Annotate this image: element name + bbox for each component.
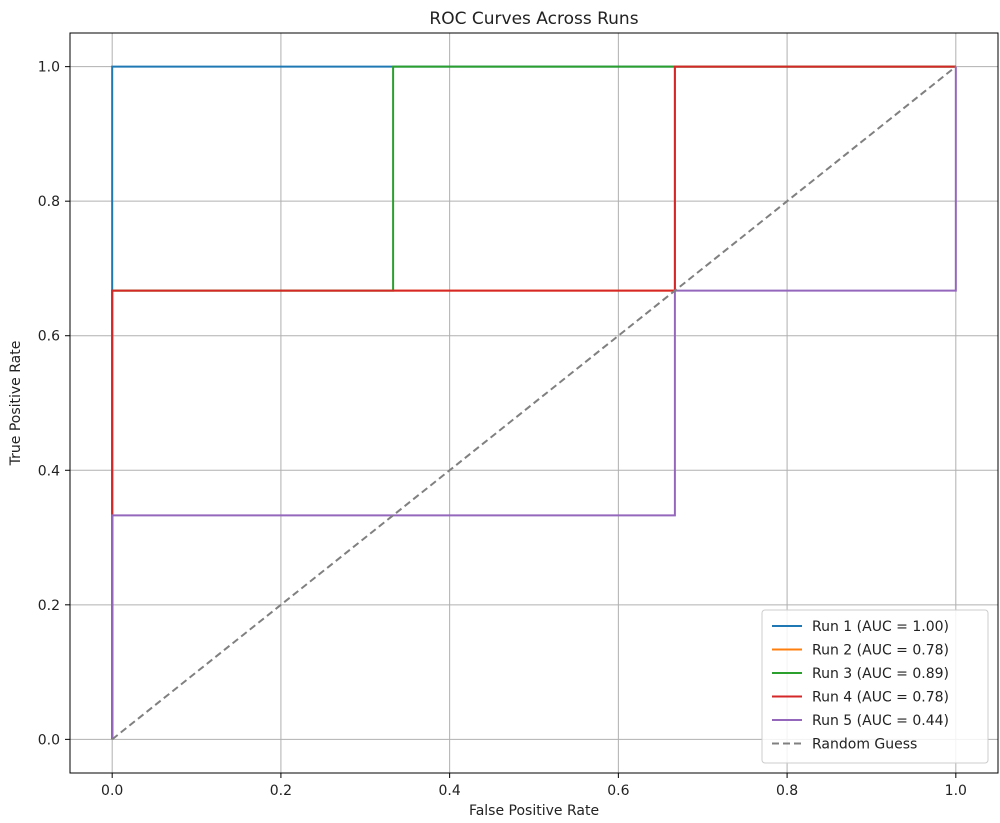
x-axis-label: False Positive Rate bbox=[469, 803, 599, 819]
y-tick-label: 0.2 bbox=[38, 598, 60, 614]
series-line-5 bbox=[111, 66, 957, 740]
series-lines bbox=[111, 65, 957, 741]
x-tick-label: 0.4 bbox=[439, 783, 461, 799]
y-tick-label: 0.4 bbox=[38, 463, 60, 479]
x-tick-label: 0.0 bbox=[101, 783, 123, 799]
legend-label: Run 5 (AUC = 0.44) bbox=[812, 713, 949, 729]
x-tick-label: 0.2 bbox=[270, 783, 292, 799]
legend: Run 1 (AUC = 1.00) Run 2 (AUC = 0.78) Run … bbox=[761, 609, 989, 764]
legend-label: Run 4 (AUC = 0.78) bbox=[812, 690, 949, 706]
x-tick-label: 0.6 bbox=[607, 783, 629, 799]
plot-frame bbox=[69, 32, 999, 774]
y-tick-label: 0.0 bbox=[38, 732, 60, 748]
chart-title: ROC Curves Across Runs bbox=[429, 9, 638, 29]
y-tick-label: 0.8 bbox=[38, 194, 60, 210]
legend-box bbox=[761, 609, 989, 764]
x-tick-label: 1.0 bbox=[945, 783, 967, 799]
axis-ticks: 0.0 0.2 0.4 0.6 0.8 1.0 0.0 0.2 0.4 0.6 0.8 1.0 bbox=[38, 60, 967, 799]
y-axis-label: True Positive Rate bbox=[8, 341, 24, 467]
y-tick-label: 1.0 bbox=[38, 60, 60, 76]
x-tick-label: 0.8 bbox=[776, 783, 798, 799]
y-tick-label: 0.6 bbox=[38, 329, 60, 345]
legend-label: Random Guess bbox=[812, 737, 917, 753]
legend-label: Run 1 (AUC = 1.00) bbox=[812, 619, 949, 635]
series-line-6 bbox=[111, 65, 957, 741]
legend-label: Run 3 (AUC = 0.89) bbox=[812, 666, 949, 682]
legend-label: Run 2 (AUC = 0.78) bbox=[812, 643, 949, 659]
